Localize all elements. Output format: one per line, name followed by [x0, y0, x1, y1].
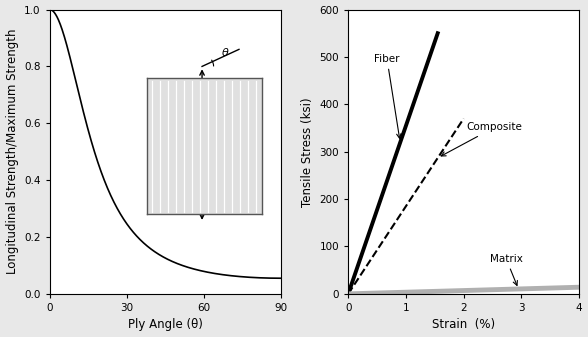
Text: Fiber: Fiber [374, 54, 401, 138]
Text: Matrix: Matrix [490, 254, 523, 285]
Y-axis label: Longitudinal Strength/Maximum Strength: Longitudinal Strength/Maximum Strength [5, 29, 19, 274]
X-axis label: Ply Angle (θ): Ply Angle (θ) [128, 318, 202, 332]
Y-axis label: Tensile Stress (ksi): Tensile Stress (ksi) [301, 97, 314, 207]
X-axis label: Strain  (%): Strain (%) [432, 318, 495, 332]
Text: $\theta$: $\theta$ [220, 46, 229, 58]
Text: Composite: Composite [441, 122, 522, 156]
